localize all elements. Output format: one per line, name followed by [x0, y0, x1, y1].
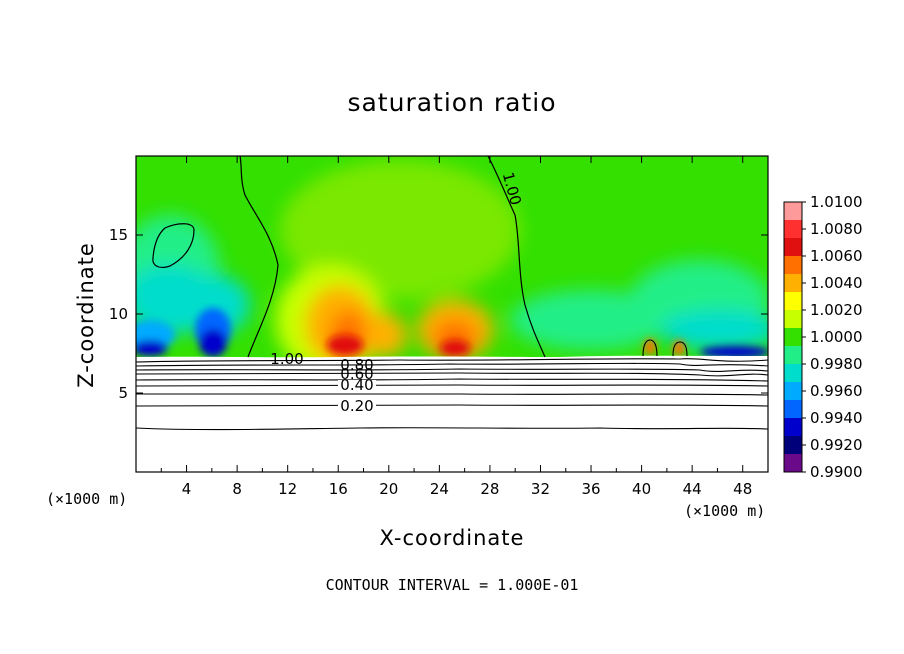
colorbar: 1.0100 1.0080 1.0060 1.0040 1.0020 1.0000 0.99…	[783, 193, 863, 481]
x-tick-label: 24	[430, 480, 449, 498]
colorbar-label: 1.0060	[810, 247, 863, 265]
colorbar-label: 1.0040	[810, 274, 863, 292]
colorbar-swatch	[784, 292, 802, 311]
y-tick-label: 15	[109, 226, 128, 244]
contour-interval-note: CONTOUR INTERVAL = 1.000E-01	[325, 576, 579, 594]
contour-1-00-blob	[152, 223, 195, 269]
colorbar-label: 0.9900	[810, 463, 863, 481]
colorbar-swatch	[784, 238, 802, 257]
x-unit-label-right: (×1000 m)	[684, 502, 766, 520]
contour-label: 0.20	[340, 397, 373, 415]
colorbar-label: 0.9940	[810, 409, 863, 427]
x-tick-label: 28	[480, 480, 499, 498]
contour-label: 0.80	[340, 356, 373, 374]
colorbar-label: 1.0080	[810, 220, 863, 238]
colorbar-swatch	[784, 346, 802, 365]
colorbar-label: 1.0000	[810, 328, 863, 346]
colorbar-label: 0.9980	[810, 355, 863, 373]
y-ticks: 5 10 15	[109, 226, 768, 402]
field-detail	[136, 308, 768, 358]
colorbar-swatch	[784, 274, 802, 293]
contour-label-bg	[338, 380, 376, 393]
field-blobs	[136, 160, 768, 375]
colorbar-label: 0.9920	[810, 436, 863, 454]
x-tick-label: 8	[232, 480, 242, 498]
x-unit-label-left: (×1000 m)	[46, 490, 128, 508]
x-tick-label: 40	[632, 480, 651, 498]
contour-labels: 1.001.00 0.800.600.400.20	[270, 170, 525, 415]
x-ticks: 4 8 12 16 20 24 28 32 36 40 44 48	[160, 156, 752, 498]
x-tick-label: 44	[683, 480, 702, 498]
low-level-contours	[136, 358, 768, 431]
colorbar-swatch	[784, 382, 802, 401]
x-tick-label: 16	[329, 480, 348, 498]
contour-label: 1.00	[270, 350, 303, 368]
colorbar-swatch	[784, 418, 802, 437]
x-tick-label: 48	[733, 480, 752, 498]
colorbar-label: 1.0100	[810, 193, 863, 211]
y-tick-label: 5	[118, 384, 128, 402]
x-tick-label: 12	[278, 480, 297, 498]
heatmap-field	[136, 156, 768, 472]
colorbar-swatch	[784, 400, 802, 419]
colorbar-swatch	[784, 364, 802, 383]
contour-label: 0.60	[340, 365, 373, 383]
colorbar-label: 1.0020	[810, 301, 863, 319]
x-tick-label: 36	[581, 480, 600, 498]
colorbar-swatch	[784, 220, 802, 239]
contour-label: 0.40	[340, 376, 373, 394]
colorbar-swatch	[784, 202, 802, 221]
chart-title: saturation ratio	[347, 88, 557, 117]
contour-1-00-right	[487, 156, 546, 358]
colorbar-swatch	[784, 436, 802, 455]
colorbar-swatch	[784, 310, 802, 329]
x-tick-label: 20	[379, 480, 398, 498]
x-tick-label: 4	[182, 480, 192, 498]
colorbar-swatch	[784, 454, 802, 473]
colorbar-swatch	[784, 328, 802, 347]
y-tick-label: 10	[109, 305, 128, 323]
contour-1-00-left	[239, 156, 279, 358]
contour-label-bg	[338, 401, 376, 414]
colorbar-label: 0.9960	[810, 382, 863, 400]
x-axis-label: X-coordinate	[379, 526, 525, 550]
x-tick-label: 32	[531, 480, 550, 498]
colorbar-swatch	[784, 256, 802, 275]
